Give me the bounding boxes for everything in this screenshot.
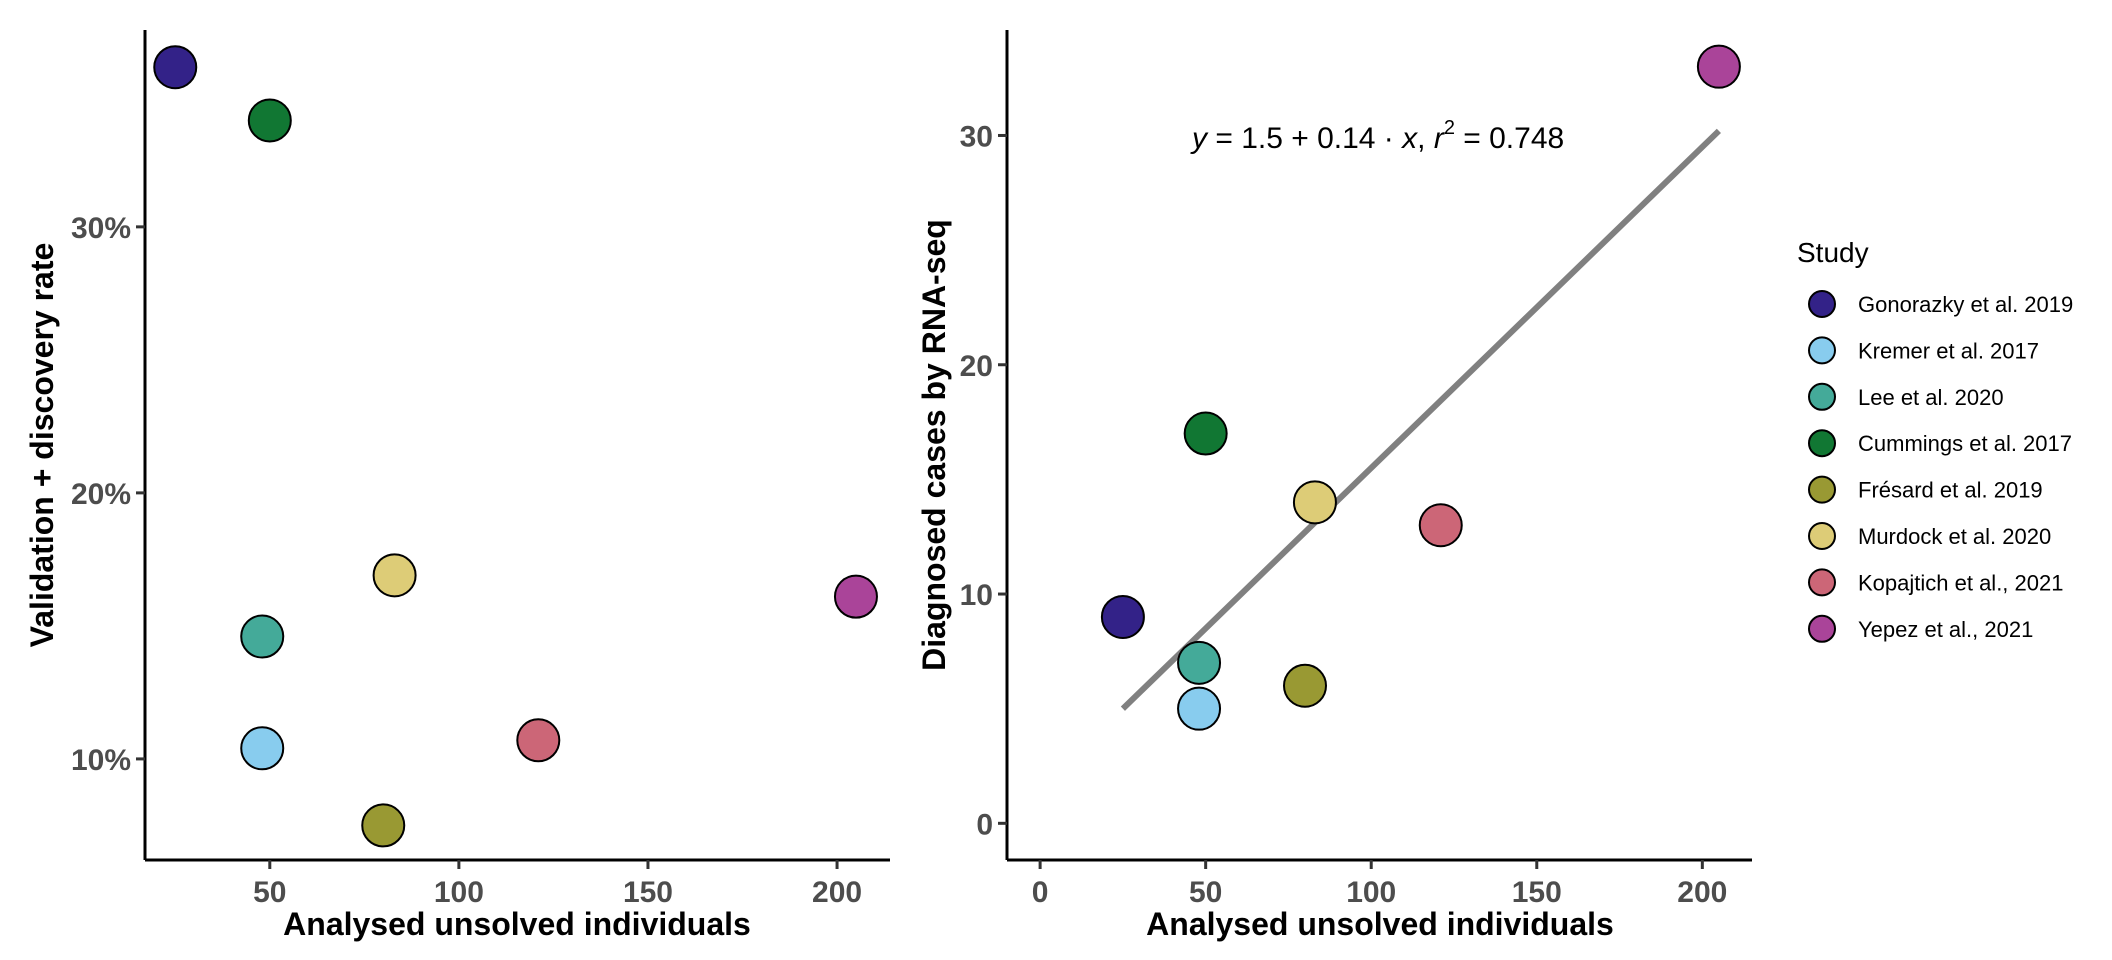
left-y-tick-label: 30% xyxy=(71,212,131,245)
right-y-tick-label: 20 xyxy=(960,350,993,383)
right-y-axis-title: Diagnosed cases by RNA-seq xyxy=(916,219,952,671)
legend: Study Gonorazky et al. 2019 Kremer et al.… xyxy=(1797,237,2073,643)
equation-sup: 2 xyxy=(1444,117,1455,139)
legend-label: Frésard et al. 2019 xyxy=(1858,478,2043,503)
right-data-point xyxy=(1183,411,1228,456)
equation-lhs: = 1.5 + 0.14 · xyxy=(1207,122,1402,155)
left-x-tick-label: 100 xyxy=(434,876,484,909)
equation-r: r xyxy=(1434,122,1445,155)
legend-key xyxy=(1808,475,1836,504)
equation-x: x xyxy=(1400,122,1418,155)
right-x-tick-label: 150 xyxy=(1512,876,1562,909)
left-y-tick-label: 20% xyxy=(71,478,131,511)
left-data-point xyxy=(361,803,406,848)
right-data-point xyxy=(1418,503,1463,548)
right-data-point xyxy=(1177,640,1222,685)
right-ticks: 0 50 100 150 200 0 10 20 30 xyxy=(960,120,1728,909)
legend-label: Yepez et al., 2021 xyxy=(1858,617,2033,642)
legend-key xyxy=(1808,522,1836,550)
left-data-point xyxy=(247,98,292,143)
right-y-tick-label: 10 xyxy=(960,579,993,612)
right-y-tick-label: 0 xyxy=(976,808,993,841)
legend-label: Kopajtich et al., 2021 xyxy=(1858,570,2063,595)
left-x-axis-title: Analysed unsolved individuals xyxy=(283,906,751,942)
equation-rhs: = 0.748 xyxy=(1455,122,1564,155)
left-x-tick-label: 150 xyxy=(623,876,673,909)
equation-sep: , xyxy=(1417,122,1434,155)
left-data-point xyxy=(153,45,198,90)
left-data-point xyxy=(240,726,285,771)
right-x-tick-label: 50 xyxy=(1189,876,1222,909)
right-data-point xyxy=(1283,663,1327,708)
right-y-tick-label: 30 xyxy=(960,120,993,153)
legend-label: Cummings et al. 2017 xyxy=(1858,431,2072,456)
right-x-tick-label: 100 xyxy=(1346,876,1396,909)
right-x-tick-label: 0 xyxy=(1032,876,1049,909)
legend-key xyxy=(1808,614,1836,643)
right-data-point xyxy=(1292,480,1337,525)
legend-items: Gonorazky et al. 2019 Kremer et al. 2017 L… xyxy=(1808,290,2073,643)
right-panel: 0 50 100 150 200 0 10 20 30 y = 1.5 + 0.14 · x, … xyxy=(916,30,1752,942)
right-data-point xyxy=(1100,594,1145,639)
legend-label: Gonorazky et al. 2019 xyxy=(1858,292,2073,317)
right-points xyxy=(1100,44,1741,731)
legend-key xyxy=(1808,568,1836,597)
legend-title: Study xyxy=(1797,237,1869,268)
right-data-point xyxy=(1177,686,1222,731)
legend-key xyxy=(1808,290,1836,318)
legend-label: Lee et al. 2020 xyxy=(1858,385,2004,410)
left-y-tick-label: 10% xyxy=(71,744,131,777)
left-x-tick-label: 200 xyxy=(812,876,862,909)
left-data-point xyxy=(833,574,878,619)
legend-label: Kremer et al. 2017 xyxy=(1858,338,2039,363)
left-data-point xyxy=(516,718,561,763)
left-y-axis-title: Validation + discovery rate xyxy=(24,243,60,648)
left-points xyxy=(153,45,878,848)
legend-key xyxy=(1808,429,1836,458)
left-data-point xyxy=(372,553,417,598)
right-data-point xyxy=(1696,44,1741,89)
regression-line xyxy=(1120,128,1721,711)
regression-line-group xyxy=(1120,128,1721,711)
left-data-point xyxy=(240,614,285,659)
legend-label: Murdock et al. 2020 xyxy=(1858,524,2051,549)
left-x-tick-label: 50 xyxy=(253,876,286,909)
left-ticks: 50 100 150 200 10% 20% 30% xyxy=(71,212,862,909)
regression-equation: y = 1.5 + 0.14 · x, r2 = 0.748 xyxy=(1190,117,1564,155)
equation-y: y xyxy=(1190,122,1209,155)
right-x-tick-label: 200 xyxy=(1677,876,1727,909)
right-x-axis-title: Analysed unsolved individuals xyxy=(1146,906,1614,942)
legend-key xyxy=(1808,336,1836,365)
left-panel: 50 100 150 200 10% 20% 30% Analysed unsolved i… xyxy=(24,30,890,942)
legend-key xyxy=(1808,382,1836,411)
